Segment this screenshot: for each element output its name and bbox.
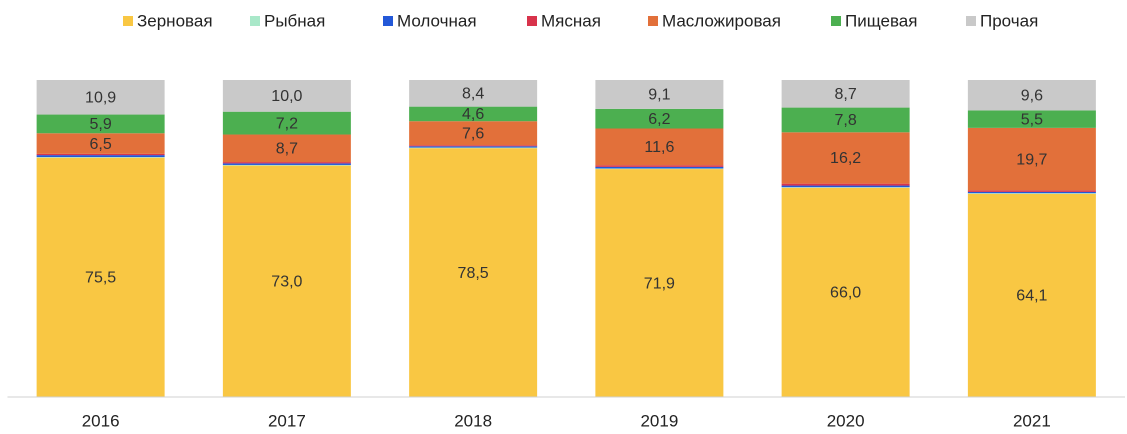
data-label: 7,2: [276, 115, 298, 132]
legend-swatch: [966, 16, 976, 26]
bar-segment: [409, 148, 538, 397]
bar-segment: [36, 133, 165, 154]
bar-segment: [36, 157, 165, 158]
bar-segment: [222, 165, 351, 397]
legend-swatch: [831, 16, 841, 26]
data-label: 10,0: [271, 88, 302, 105]
data-label: 4,6: [462, 106, 484, 123]
legend-swatch: [527, 16, 537, 26]
bar-segment: [36, 114, 165, 134]
data-label: 78,5: [458, 265, 489, 282]
bar-segment: [781, 80, 910, 108]
data-label: 6,5: [90, 136, 112, 153]
data-label: 9,1: [648, 87, 670, 104]
legend-swatch: [250, 16, 260, 26]
bar-segment: [781, 107, 910, 133]
data-label: 6,2: [648, 111, 670, 128]
bar-segment: [222, 80, 351, 112]
bar-segment: [781, 185, 910, 188]
legend-swatch: [383, 16, 393, 26]
bar-segment: [36, 155, 165, 158]
data-label: 7,6: [462, 125, 484, 142]
x-tick-label: 2020: [827, 411, 865, 430]
bar-segment: [595, 168, 724, 170]
x-tick-label: 2021: [1013, 411, 1051, 430]
bar-segment: [781, 183, 910, 186]
data-label: 71,9: [644, 275, 675, 292]
legend-label: Масложировая: [662, 11, 781, 30]
bar-segment: [967, 193, 1096, 194]
data-label: 9,6: [1021, 87, 1043, 104]
bar-segment: [595, 165, 724, 167]
data-label: 8,7: [835, 86, 857, 103]
bar-segment: [409, 106, 538, 122]
bar-segment: [36, 157, 165, 397]
bar-segment: [222, 111, 351, 135]
bar-segment: [967, 191, 1096, 194]
legend-swatch: [123, 16, 133, 26]
bar-segment: [409, 145, 538, 147]
data-label: 7,8: [835, 112, 857, 129]
bar-segment: [781, 187, 910, 188]
x-tick-label: 2017: [268, 411, 306, 430]
data-label: 8,7: [276, 141, 298, 158]
data-label: 16,2: [830, 150, 861, 167]
bar-segment: [409, 146, 538, 148]
legend-label: Рыбная: [264, 11, 325, 30]
legend-label: Молочная: [397, 11, 477, 30]
bar-segment: [222, 163, 351, 165]
data-label: 8,4: [462, 86, 484, 103]
data-label: 11,6: [644, 139, 674, 156]
bar-segment: [595, 166, 724, 169]
x-tick-label: 2019: [640, 411, 678, 430]
bar-segment: [781, 132, 910, 184]
bar-segment: [409, 80, 538, 107]
data-label: 66,0: [830, 285, 861, 302]
bar-segment: [967, 193, 1096, 397]
bar-segment: [409, 121, 538, 146]
bar-segment: [409, 147, 538, 149]
data-label: 5,9: [90, 116, 112, 133]
legend-label: Мясная: [541, 11, 601, 30]
data-label: 75,5: [85, 270, 116, 287]
data-label: 19,7: [1016, 151, 1047, 168]
bar-segment: [36, 80, 165, 115]
x-tick-label: 2016: [82, 411, 120, 430]
data-label: 5,5: [1021, 111, 1043, 128]
data-label: 10,9: [85, 89, 116, 106]
legend-label: Зерновая: [137, 11, 213, 30]
legend-label: Прочая: [980, 11, 1038, 30]
bar-segment: [595, 169, 724, 397]
bar-segment: [595, 108, 724, 129]
bar-segment: [967, 110, 1096, 128]
bar-segment: [222, 164, 351, 166]
legend-label: Пищевая: [845, 11, 917, 30]
legend-swatch: [648, 16, 658, 26]
bar-segment: [222, 162, 351, 164]
data-label: 64,1: [1016, 288, 1047, 305]
bar-segment: [967, 127, 1096, 191]
data-label: 73,0: [271, 274, 302, 291]
x-tick-label: 2018: [454, 411, 492, 430]
bar-segment: [595, 80, 724, 109]
bar-segment: [595, 128, 724, 166]
bar-segment: [222, 134, 351, 163]
bar-segment: [967, 80, 1096, 111]
bar-segment: [781, 187, 910, 397]
bar-segment: [967, 190, 1096, 192]
bar-segment: [36, 153, 165, 156]
